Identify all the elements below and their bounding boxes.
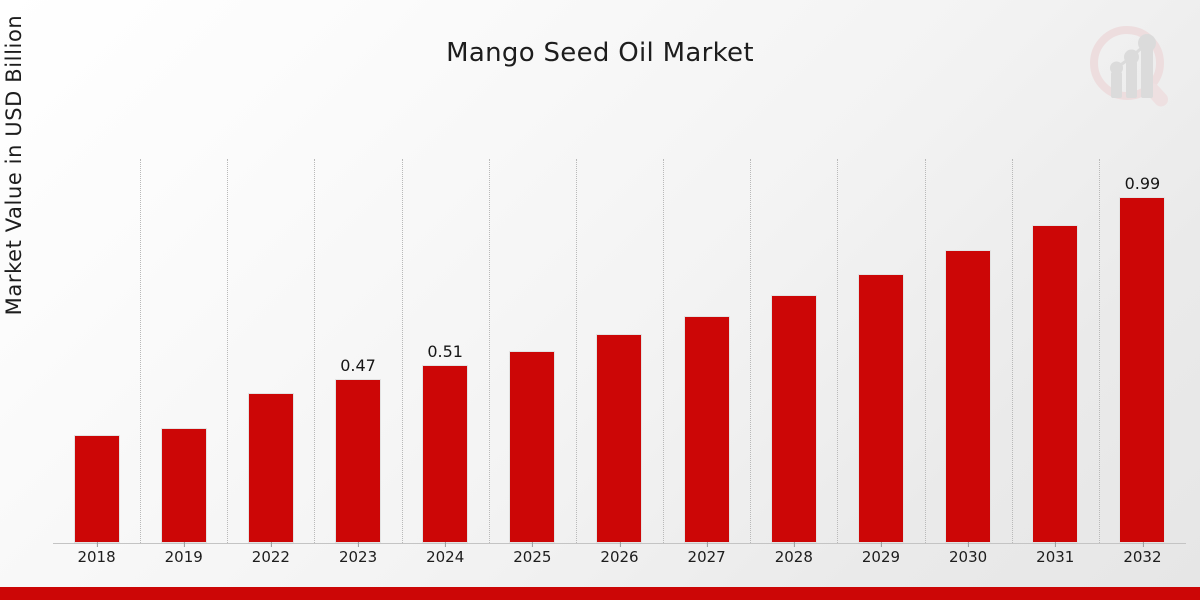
x-tick-2029: 2029 xyxy=(862,542,900,566)
bar-2030[interactable] xyxy=(945,249,992,543)
bars-layer: 0.47 0.51 0.99 xyxy=(53,159,1186,543)
x-tick-2024: 2024 xyxy=(426,542,464,566)
bar-group xyxy=(489,159,576,543)
bar-2026[interactable] xyxy=(596,333,643,543)
x-tick-2025: 2025 xyxy=(513,542,551,566)
bar-group: 0.47 xyxy=(314,159,401,543)
bar-group xyxy=(53,159,140,543)
x-tick-mark xyxy=(445,542,447,547)
x-tick-mark xyxy=(880,542,882,547)
bar-2027[interactable] xyxy=(683,316,730,543)
x-tick-mark xyxy=(968,542,970,547)
bar-2022[interactable] xyxy=(247,392,294,543)
x-tick-mark xyxy=(270,542,272,547)
x-tick-mark xyxy=(532,542,534,547)
bar-group xyxy=(925,159,1012,543)
x-tick-2028: 2028 xyxy=(775,542,813,566)
bar-group xyxy=(663,159,750,543)
x-tick-mark xyxy=(1055,542,1057,547)
x-tick-2022: 2022 xyxy=(252,542,290,566)
bar-group xyxy=(1012,159,1099,543)
x-tick-2018: 2018 xyxy=(77,542,116,566)
bar-group: 0.99 xyxy=(1099,159,1186,543)
x-tick-mark xyxy=(706,542,708,547)
bar-group xyxy=(750,159,837,543)
bar-2032[interactable] xyxy=(1119,197,1166,543)
bar-group xyxy=(140,159,227,543)
bar-2028[interactable] xyxy=(770,295,817,543)
bar-2025[interactable] xyxy=(509,351,556,543)
x-tick-mark xyxy=(1142,542,1144,547)
x-tick-2030: 2030 xyxy=(949,542,987,566)
bar-2023[interactable] xyxy=(335,378,382,543)
bar-value-label-2032: 0.99 xyxy=(1124,174,1161,194)
x-tick-mark xyxy=(358,542,360,547)
y-axis-label: Market Value in USD Billion xyxy=(2,14,26,316)
bar-value-label-2023: 0.47 xyxy=(340,355,376,375)
bar-2019[interactable] xyxy=(160,427,207,543)
accent-strip xyxy=(0,587,1200,600)
bar-2018[interactable] xyxy=(73,434,120,543)
bar-group xyxy=(227,159,314,543)
bar-2031[interactable] xyxy=(1032,225,1079,543)
bar-group xyxy=(837,159,924,543)
x-tick-2023: 2023 xyxy=(339,542,377,566)
page-title: Mango Seed Oil Market xyxy=(446,38,754,68)
x-tick-mark xyxy=(793,542,795,547)
magnifier-bar-chart-logo-icon xyxy=(1080,20,1184,116)
bar-2024[interactable] xyxy=(422,364,469,543)
x-tick-2019: 2019 xyxy=(165,542,203,566)
plot-area: 0.47 0.51 0.99 xyxy=(53,159,1186,543)
bar-group xyxy=(576,159,663,543)
bar-2029[interactable] xyxy=(857,274,904,543)
x-tick-2026: 2026 xyxy=(600,542,639,566)
x-axis-tick-labels: 2018 2019 2022 2023 2024 2025 2026 2027 2028 2029… xyxy=(53,542,1186,572)
bar-value-label-2024: 0.51 xyxy=(427,341,463,361)
x-tick-2031: 2031 xyxy=(1036,542,1074,566)
bar-group: 0.51 xyxy=(402,159,489,543)
x-tick-mark xyxy=(619,542,621,547)
x-tick-2027: 2027 xyxy=(688,542,726,566)
x-tick-2032: 2032 xyxy=(1123,542,1162,566)
x-tick-mark xyxy=(96,542,98,547)
x-tick-mark xyxy=(183,542,185,547)
